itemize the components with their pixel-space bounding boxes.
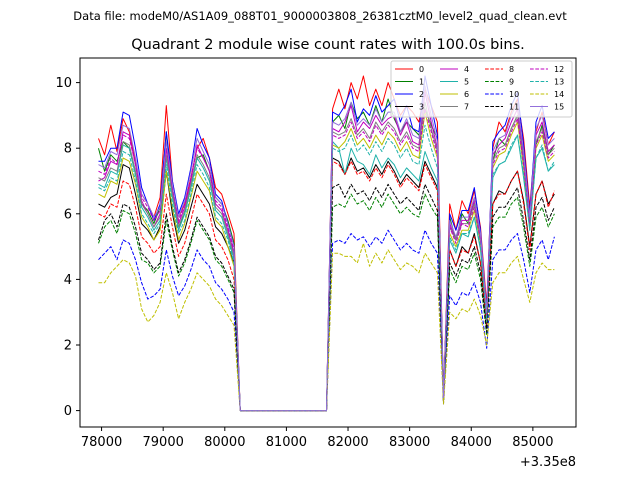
- legend-label-9: 9: [509, 78, 514, 87]
- series-line-3: [98, 157, 555, 412]
- y-tick-label: 8: [64, 142, 72, 157]
- series-line-13: [98, 124, 555, 412]
- series-line-12: [98, 108, 555, 412]
- plot-frame: [79, 57, 577, 428]
- legend-label-3: 3: [419, 103, 424, 112]
- series-line-14: [98, 242, 555, 412]
- x-offset-label: +3.35e8: [520, 455, 576, 470]
- x-tick-label: 80000: [204, 435, 245, 450]
- legend-label-2: 2: [419, 90, 424, 99]
- x-tick-label: 78000: [81, 435, 122, 450]
- y-tick-label: 10: [55, 76, 72, 91]
- x-tick-label: 79000: [143, 435, 184, 450]
- suptitle: Data file: modeM0/AS1A09_088T01_90000038…: [73, 9, 567, 23]
- x-tick-label: 82000: [327, 435, 368, 450]
- x-tick-label: 83000: [389, 435, 430, 450]
- legend-label-6: 6: [464, 90, 469, 99]
- legend-label-7: 7: [464, 103, 469, 112]
- legend-label-14: 14: [554, 90, 564, 99]
- legend-label-5: 5: [464, 78, 469, 87]
- series-layer: [98, 75, 555, 412]
- legend-frame: [390, 60, 573, 118]
- legend-label-8: 8: [509, 65, 514, 74]
- legend-label-10: 10: [509, 90, 519, 99]
- y-tick-label: 2: [64, 339, 72, 354]
- x-tick-label: 85000: [512, 435, 553, 450]
- y-tick-label: 4: [64, 273, 72, 288]
- y-tick-label: 0: [64, 404, 72, 419]
- legend-label-13: 13: [554, 78, 564, 87]
- legend-label-12: 12: [554, 65, 564, 74]
- chart-title: Quadrant 2 module wise count rates with …: [131, 37, 525, 53]
- y-tick-label: 6: [64, 207, 72, 222]
- x-tick-label: 84000: [451, 435, 492, 450]
- y-axis: 0 2 4 6 8 10: [55, 76, 80, 419]
- legend-label-4: 4: [464, 65, 469, 74]
- series-line-0: [98, 75, 555, 412]
- legend-label-1: 1: [419, 78, 424, 87]
- legend-label-11: 11: [509, 103, 519, 112]
- series-line-15: [98, 85, 555, 412]
- x-tick-label: 81000: [266, 435, 307, 450]
- series-line-2: [98, 75, 555, 412]
- legend-label-15: 15: [554, 103, 564, 112]
- legend-label-0: 0: [419, 65, 424, 74]
- x-axis: 78000 79000 80000 81000 82000 83000 84000 85000: [81, 427, 554, 450]
- series-line-8: [98, 160, 555, 412]
